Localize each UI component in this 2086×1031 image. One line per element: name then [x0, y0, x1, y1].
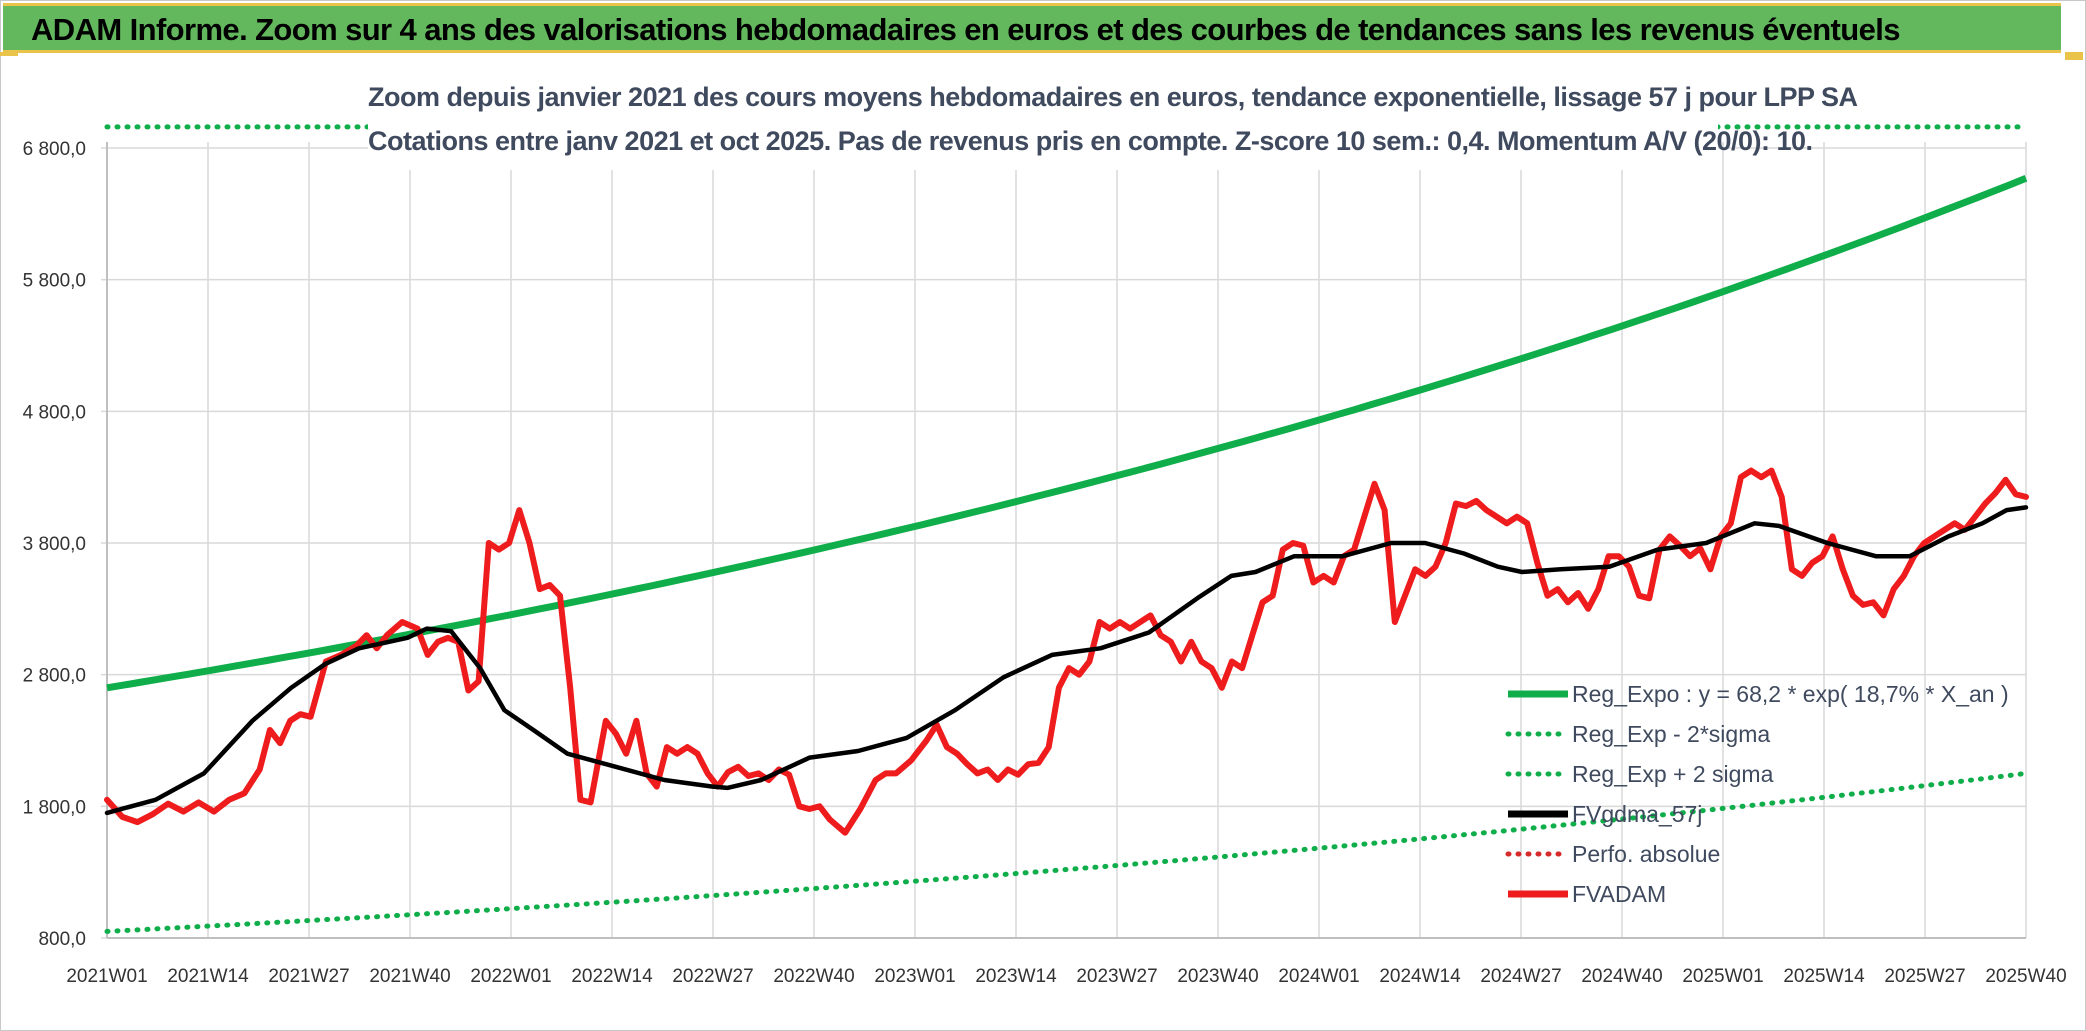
x-tick-label: 2021W14 — [167, 966, 249, 987]
legend-label: FVADAM — [1572, 881, 1666, 907]
x-tick-label: 2021W27 — [268, 966, 349, 987]
x-tick-label: 2024W14 — [1379, 966, 1461, 987]
chart-subtitle-line-2: Cotations entre janv 2021 et oct 2025. P… — [368, 126, 1813, 156]
y-tick-label: 4 800,0 — [23, 402, 86, 423]
x-tick-label: 2024W40 — [1581, 966, 1662, 987]
series-reg-expo — [106, 175, 2028, 692]
x-tick-label: 2023W01 — [874, 966, 955, 987]
x-tick-label: 2025W14 — [1783, 966, 1865, 987]
legend-label: Reg_Exp - 2*sigma — [1572, 721, 1770, 747]
x-tick-label: 2025W27 — [1884, 966, 1965, 987]
legend-label: Perfo. absolue — [1572, 841, 1720, 867]
y-tick-label: 3 800,0 — [23, 534, 86, 555]
chart-subtitle: Zoom depuis janvier 2021 des cours moyen… — [368, 78, 1858, 170]
y-tick-label: 800,0 — [38, 929, 86, 950]
x-tick-label: 2023W40 — [1177, 966, 1258, 987]
series-reg-exp-minus-2-sigma — [104, 770, 2029, 934]
x-tick-label: 2025W01 — [1682, 966, 1763, 987]
y-tick-label: 5 800,0 — [23, 271, 86, 292]
title-banner: ADAM Informe. Zoom sur 4 ans des valoris… — [3, 3, 2061, 53]
x-tick-label: 2022W40 — [773, 966, 854, 987]
x-tick-label: 2021W01 — [66, 966, 147, 987]
x-tick-label: 2023W27 — [1076, 966, 1157, 987]
legend-label: Reg_Expo : y = 68,2 * exp( 18,7% * X_an … — [1572, 681, 2009, 707]
x-tick-label: 2022W27 — [672, 966, 753, 987]
y-tick-label: 2 800,0 — [23, 666, 86, 687]
x-tick-label: 2022W01 — [470, 966, 551, 987]
page-title: ADAM Informe. Zoom sur 4 ans des valoris… — [31, 12, 1901, 47]
legend-label: FVgdma_57j — [1572, 801, 1702, 827]
x-tick-label: 2025W40 — [1985, 966, 2066, 987]
banner-accent-right — [2065, 52, 2083, 60]
legend-label: Reg_Exp + 2 sigma — [1572, 761, 1774, 787]
banner-accent-left — [0, 52, 18, 56]
series-fvgdma-57j — [104, 505, 2029, 816]
x-tick-label: 2022W14 — [571, 966, 653, 987]
y-tick-label: 6 800,0 — [23, 139, 86, 160]
x-tick-label: 2021W40 — [369, 966, 450, 987]
x-tick-label: 2024W01 — [1278, 966, 1359, 987]
x-tick-label: 2024W27 — [1480, 966, 1561, 987]
series-fvadam — [104, 467, 2029, 836]
y-tick-label: 1 800,0 — [23, 797, 86, 818]
x-tick-label: 2023W14 — [975, 966, 1057, 987]
chart-subtitle-line-1: Zoom depuis janvier 2021 des cours moyen… — [368, 82, 1858, 112]
